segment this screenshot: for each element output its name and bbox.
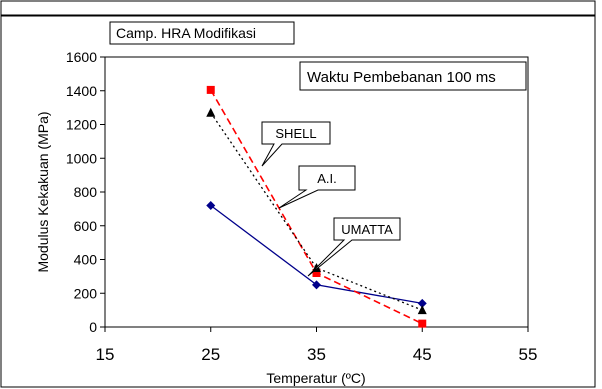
- x-tick-label: 35: [307, 345, 326, 364]
- x-tick-label: 15: [96, 345, 115, 364]
- x-axis: 15 25 35 45 55: [96, 327, 538, 364]
- point-shell: [418, 319, 427, 328]
- point-umatta: [417, 298, 427, 308]
- series-layer: [206, 85, 427, 328]
- point-shell: [312, 269, 321, 277]
- x-axis-title: Temperatur (ºC): [266, 370, 365, 386]
- y-tick-label: 200: [74, 285, 98, 301]
- y-axis: 0 200 400 600 800 1000 1200 1400 1600: [66, 49, 105, 335]
- y-tick-label: 600: [74, 218, 98, 234]
- point-umatta: [312, 280, 321, 290]
- callout-ai-label: A.I.: [317, 171, 337, 186]
- x-tick-label: 25: [201, 345, 220, 364]
- y-tick-label: 400: [74, 252, 98, 268]
- y-tick-label: 0: [89, 319, 97, 335]
- annotation-box: [299, 61, 527, 91]
- point-a-i: [417, 305, 427, 315]
- callout-umatta-label: UMATTA: [341, 222, 393, 237]
- x-tick-label: 55: [519, 345, 538, 364]
- chart-title: Camp. HRA Modifikasi: [116, 25, 256, 41]
- y-tick-label: 1200: [66, 117, 97, 133]
- point-umatta: [206, 201, 216, 210]
- y-tick-label: 1600: [66, 49, 97, 65]
- callout-umatta: UMATTA: [307, 217, 401, 277]
- callout-shell-label: SHELL: [275, 126, 316, 141]
- title-box: [109, 21, 295, 45]
- y-tick-label: 1000: [66, 150, 97, 166]
- y-axis-title: Modulus Kekakuan (MPa): [35, 111, 51, 272]
- y-tick-label: 800: [74, 184, 98, 200]
- annotation-text: Waktu Pembebanan 100 ms: [307, 69, 496, 86]
- y-tick-label: 1400: [66, 83, 97, 99]
- callout-shell: SHELL: [261, 121, 331, 167]
- point-a-i: [206, 107, 216, 117]
- point-shell: [206, 85, 215, 94]
- callout-ai: A.I.: [278, 165, 356, 209]
- top-frame: [0, 0, 596, 16]
- x-tick-label: 45: [413, 345, 432, 364]
